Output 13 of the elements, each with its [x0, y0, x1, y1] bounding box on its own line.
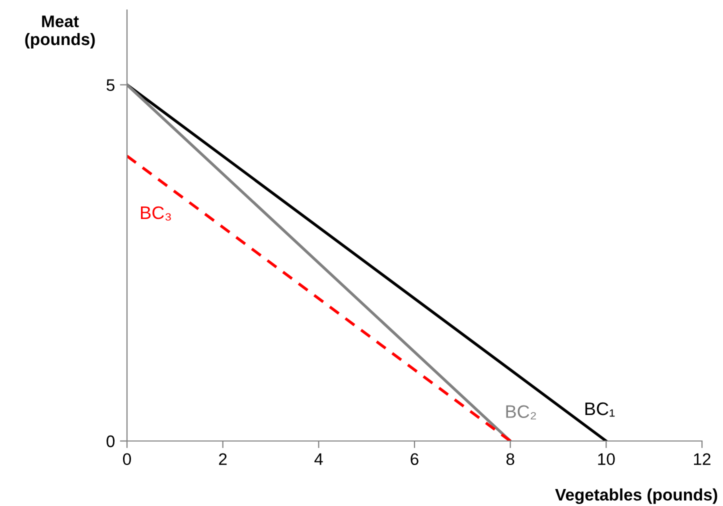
x-tick-label: 4: [314, 453, 323, 465]
x-tick-label: 10: [598, 453, 615, 466]
x-tick-label: 2: [219, 453, 227, 465]
x-axis-title: Vegetables (pounds): [555, 488, 718, 504]
series-label: BC₁: [585, 402, 615, 417]
x-tick-label: 8: [506, 453, 514, 466]
x-tick-label: 12: [694, 453, 710, 465]
x-tick-label: 0: [123, 453, 131, 466]
y-tick-label: 5: [106, 79, 114, 92]
series-label: BC₃: [140, 206, 171, 221]
y-axis-title: Meat (pounds): [25, 16, 95, 48]
series-label: BC₂: [506, 405, 536, 420]
x-tick-label: 6: [410, 453, 418, 466]
